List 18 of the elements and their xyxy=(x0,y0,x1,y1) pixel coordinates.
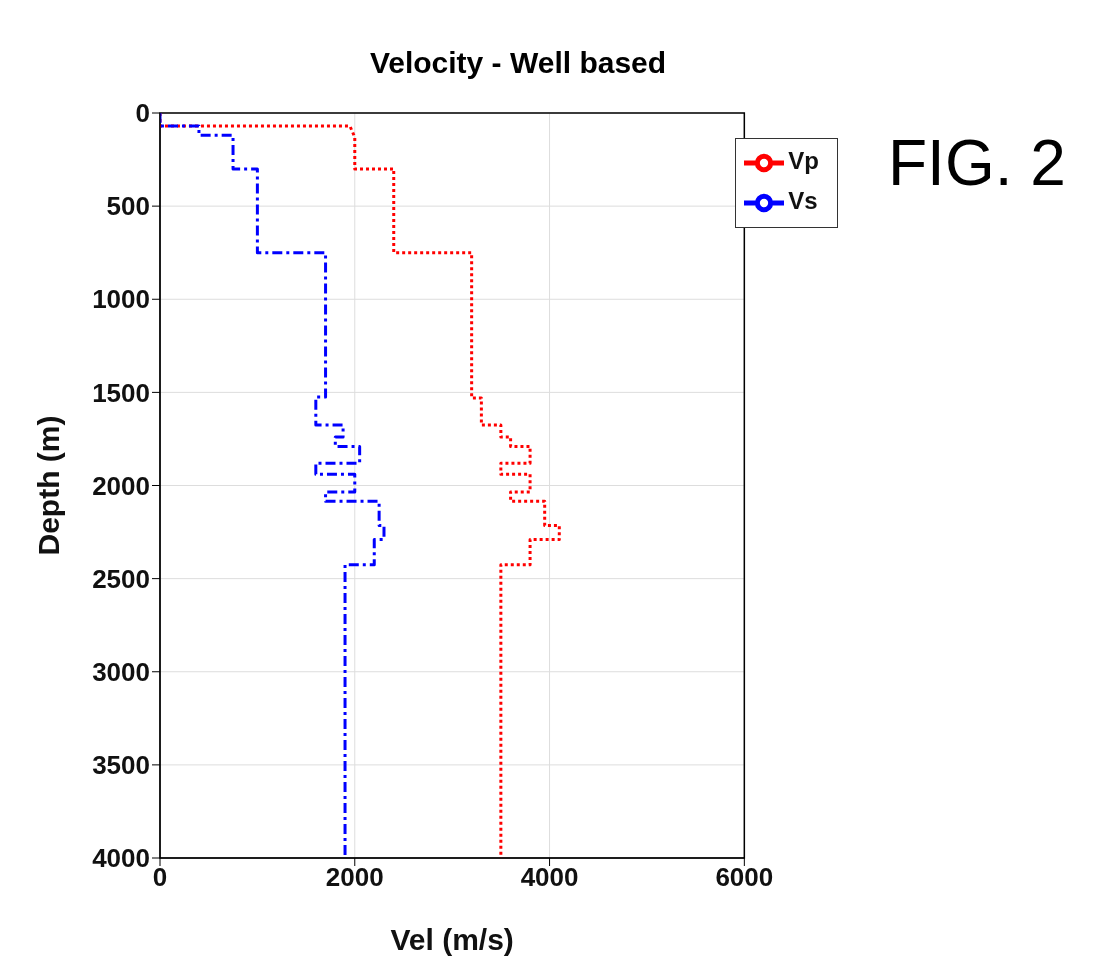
y-tick-label: 2500 xyxy=(92,563,150,594)
x-tick-label: 2000 xyxy=(325,862,384,893)
y-tick-label: 4000 xyxy=(92,843,150,874)
y-tick-label: 2000 xyxy=(92,470,150,501)
legend-label: Vs xyxy=(788,187,818,215)
y-tick-label: 0 xyxy=(135,98,150,129)
x-axis-title: Vel (m/s) xyxy=(390,923,514,956)
y-tick-label: 500 xyxy=(106,191,150,222)
y-tick-label: 1500 xyxy=(92,377,150,408)
y-axis-title: Depth (m) xyxy=(31,415,65,556)
legend-label: Vp xyxy=(788,147,819,175)
x-tick-label: 6000 xyxy=(715,862,774,893)
caption: FIG. 2 xyxy=(888,126,1066,200)
x-tick-label: 4000 xyxy=(520,862,579,893)
y-tick-label: 3500 xyxy=(92,750,150,781)
y-tick-label: 1000 xyxy=(92,284,150,315)
chart-title: Velocity - Well based xyxy=(368,46,668,80)
y-tick-label: 3000 xyxy=(92,656,150,687)
